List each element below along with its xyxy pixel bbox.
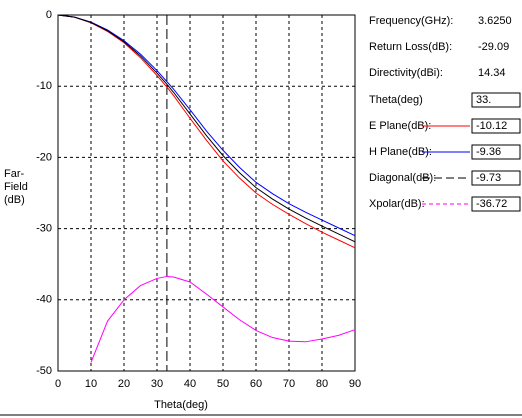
x-tick-label: 40	[184, 378, 196, 390]
x-tick-label: 80	[316, 378, 328, 390]
y-tick-label: -20	[36, 151, 52, 163]
readout-value: 14.34	[478, 67, 506, 79]
cursor-box	[471, 92, 521, 108]
series-line	[57, 14, 356, 237]
y-tick-label: -30	[36, 223, 52, 235]
y-tick-label: -40	[36, 294, 52, 306]
series-line	[90, 275, 356, 363]
legend-label: Diagonal(dB):	[369, 172, 436, 184]
x-tick-label: 60	[250, 378, 262, 390]
readout-label: Return Loss(dB):	[369, 41, 452, 53]
plot-frame	[57, 14, 356, 372]
legend-label: H Plane(dB):	[369, 146, 432, 158]
series-line	[57, 14, 356, 249]
x-tick-label: 70	[283, 378, 295, 390]
x-tick-label: 90	[349, 378, 361, 390]
readout-label: Frequency(GHz):	[369, 15, 453, 27]
x-axis-label: Theta(deg)	[154, 399, 208, 411]
readout-label: Directivity(dBi):	[369, 67, 443, 79]
readout-value: -29.09	[478, 41, 509, 53]
series-line	[57, 14, 356, 243]
readout-value: -10.12	[476, 120, 507, 132]
readout-box	[471, 144, 521, 160]
x-tick-label: 50	[217, 378, 229, 390]
readout-box	[471, 118, 521, 134]
legend-label: E Plane(dB):	[369, 120, 431, 132]
readout-box	[471, 196, 521, 212]
y-tick-label: -10	[36, 80, 52, 92]
y-axis-label: Field	[4, 181, 28, 193]
x-tick-label: 0	[55, 378, 61, 390]
readout-value: -9.36	[476, 146, 501, 158]
y-tick-label: -50	[36, 365, 52, 377]
x-tick-label: 10	[85, 378, 97, 390]
cursor-value: 33.	[476, 94, 491, 106]
readout-value: -36.72	[476, 198, 507, 210]
x-tick-label: 30	[151, 378, 163, 390]
cursor-label: Theta(deg)	[369, 94, 423, 106]
readout-value: -9.73	[476, 172, 501, 184]
y-axis-label: Far-	[4, 168, 25, 180]
y-tick-label: 0	[46, 9, 52, 21]
readout-value: 3.6250	[478, 15, 512, 27]
readout-box	[471, 170, 521, 186]
legend-label: Xpolar(dB):	[369, 198, 425, 210]
x-tick-label: 20	[118, 378, 130, 390]
y-axis-label: (dB)	[4, 194, 25, 206]
